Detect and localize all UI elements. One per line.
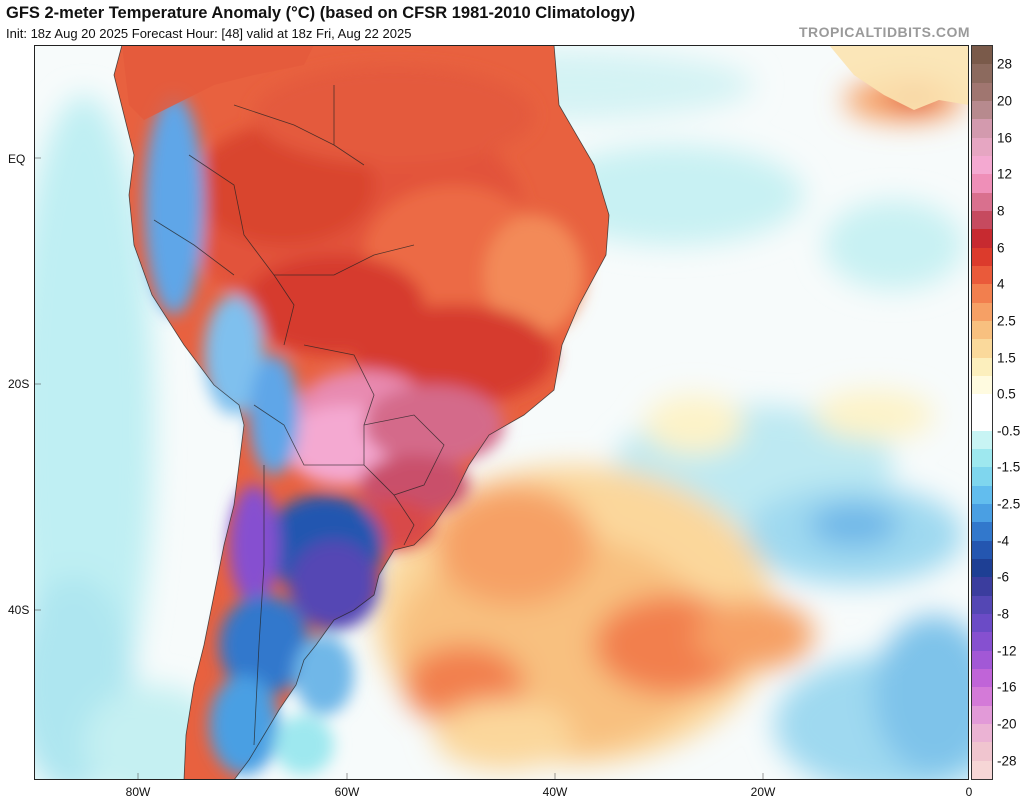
colorbar-swatch xyxy=(972,210,992,230)
lat-label-eq: EQ xyxy=(8,152,26,166)
colorbar-swatch xyxy=(972,504,992,523)
lat-label-40s: 40S xyxy=(8,603,30,617)
colorbar-swatch xyxy=(972,155,992,175)
colorbar-tick-label: 0.5 xyxy=(997,386,1016,402)
watermark: TROPICALTIDBITS.COM xyxy=(798,24,970,40)
colorbar-swatch xyxy=(972,449,992,468)
colorbar-tick-label: 12 xyxy=(997,166,1013,182)
colorbar-swatch xyxy=(972,669,992,688)
colorbar-swatch xyxy=(972,650,992,670)
colorbar-tick-label: 16 xyxy=(997,130,1013,146)
colorbar-tick-label: -28 xyxy=(997,753,1017,769)
colorbar-swatch xyxy=(972,705,992,725)
west-africa-landmass xyxy=(829,45,969,110)
colorbar-swatch xyxy=(972,339,992,358)
colorbar-swatch xyxy=(972,430,992,450)
colorbar-tick-label: -16 xyxy=(997,679,1017,695)
colorbar-tick-label: -1.5 xyxy=(997,459,1021,475)
colorbar-tick-label: -6 xyxy=(997,569,1010,585)
colorbar-tick-label: 1.5 xyxy=(997,350,1016,366)
colorbar-swatch xyxy=(972,394,992,413)
colorbar-swatch xyxy=(972,357,992,377)
colorbar-tick-label: -12 xyxy=(997,643,1017,659)
colorbar-swatch xyxy=(972,119,992,139)
colorbar-swatch xyxy=(972,760,992,780)
colorbar-swatch xyxy=(972,559,992,578)
colorbar-swatch xyxy=(972,137,992,157)
colorbar-tick-label: 20 xyxy=(997,93,1013,109)
colorbar-swatch xyxy=(972,595,992,615)
colorbar-swatch xyxy=(972,320,992,340)
colorbar-swatch xyxy=(972,412,992,432)
colorbar-tick-label: 4 xyxy=(997,276,1005,292)
colorbar-swatch xyxy=(972,100,992,120)
colorbar-tick-label: 6 xyxy=(997,240,1005,256)
lon-label-60w: 60W xyxy=(334,785,360,799)
colorbar xyxy=(971,45,993,780)
colorbar-swatch xyxy=(972,302,992,322)
lon-label-40w: 40W xyxy=(542,785,568,799)
lat-label-20s: 20S xyxy=(8,377,30,391)
chart-subtitle: Init: 18z Aug 20 2025 Forecast Hour: [48… xyxy=(6,26,412,41)
colorbar-swatch xyxy=(972,522,992,542)
colorbar-tick-label: 2.5 xyxy=(997,313,1016,329)
colorbar-swatch xyxy=(972,577,992,597)
colorbar-swatch xyxy=(972,64,992,84)
colorbar-swatch xyxy=(972,467,992,487)
colorbar-tick-label: -0.5 xyxy=(997,423,1021,439)
colorbar-tick-label: -8 xyxy=(997,606,1010,622)
colorbar-tick-label: 8 xyxy=(997,203,1005,219)
colorbar-swatch xyxy=(972,632,992,652)
ocean-anomaly-field xyxy=(34,50,969,780)
colorbar-swatch xyxy=(972,46,992,65)
chart-title: GFS 2-meter Temperature Anomaly (°C) (ba… xyxy=(6,4,636,22)
colorbar-swatch xyxy=(972,742,992,762)
colorbar-swatch xyxy=(972,174,992,194)
lon-label-80w: 80W xyxy=(125,785,151,799)
colorbar-swatch xyxy=(972,540,992,560)
colorbar-swatch xyxy=(972,247,992,267)
map-frame xyxy=(34,45,969,780)
land-anomaly-field xyxy=(144,65,584,775)
colorbar-tick-label: 28 xyxy=(997,56,1013,72)
colorbar-tick-label: -2.5 xyxy=(997,496,1021,512)
lon-label-20w: 20W xyxy=(750,785,776,799)
anomaly-map[interactable] xyxy=(34,45,969,780)
caribbean-coast xyxy=(122,45,314,120)
map-tick-marks xyxy=(34,157,764,780)
colorbar-swatch xyxy=(972,687,992,707)
colorbar-swatch xyxy=(972,724,992,743)
lon-label-0: 0 xyxy=(965,785,973,799)
colorbar-swatch xyxy=(972,284,992,304)
colorbar-swatch xyxy=(972,485,992,505)
colorbar-tick-label: -20 xyxy=(997,716,1017,732)
colorbar-swatch xyxy=(972,375,992,395)
colorbar-swatch xyxy=(972,82,992,102)
colorbar-swatch xyxy=(972,265,992,285)
colorbar-tick-label: -4 xyxy=(997,533,1010,549)
colorbar-swatch xyxy=(972,229,992,249)
colorbar-swatch xyxy=(972,192,992,212)
country-borders xyxy=(113,45,610,780)
map-canvas xyxy=(34,45,969,780)
colorbar-swatch xyxy=(972,614,992,633)
